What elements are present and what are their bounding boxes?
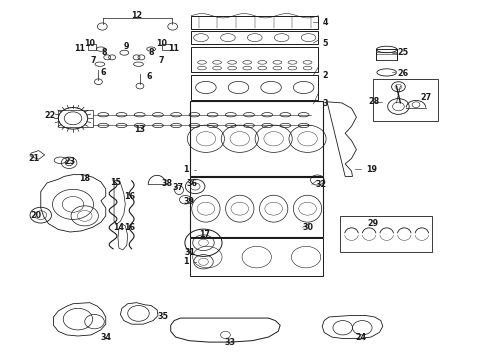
Text: 22: 22 xyxy=(44,111,55,120)
Text: 7: 7 xyxy=(91,57,96,66)
Text: 21: 21 xyxy=(28,154,40,163)
Text: 16: 16 xyxy=(124,223,135,232)
Text: 5: 5 xyxy=(322,39,328,48)
Text: 27: 27 xyxy=(420,93,431,102)
Bar xyxy=(373,78,438,121)
Bar xyxy=(190,177,323,237)
Text: 16: 16 xyxy=(124,192,135,201)
Text: 35: 35 xyxy=(157,312,169,321)
Text: 13: 13 xyxy=(134,125,146,134)
Text: 29: 29 xyxy=(368,219,379,228)
Text: 8: 8 xyxy=(148,48,154,57)
Bar xyxy=(191,16,318,30)
Text: 26: 26 xyxy=(397,69,409,78)
Bar xyxy=(340,216,432,252)
Text: 2: 2 xyxy=(322,71,328,80)
Text: 11: 11 xyxy=(168,44,179,53)
Bar xyxy=(191,46,318,72)
Text: 28: 28 xyxy=(368,97,379,106)
Bar xyxy=(190,101,323,176)
Text: 6: 6 xyxy=(147,72,152,81)
Bar xyxy=(58,110,93,127)
Text: 17: 17 xyxy=(199,230,210,239)
Text: 34: 34 xyxy=(100,333,111,342)
Bar xyxy=(191,75,318,100)
Text: 19: 19 xyxy=(366,165,377,174)
Text: 14: 14 xyxy=(113,223,124,232)
Text: 39: 39 xyxy=(183,197,195,206)
Text: 37: 37 xyxy=(172,183,183,192)
Text: 10: 10 xyxy=(84,39,95,48)
Text: 10: 10 xyxy=(156,39,167,48)
Text: 25: 25 xyxy=(397,48,409,57)
Text: 11: 11 xyxy=(74,44,85,53)
Text: 31: 31 xyxy=(185,248,196,257)
Bar xyxy=(191,31,318,44)
Text: 36: 36 xyxy=(187,179,198,188)
Text: 6: 6 xyxy=(100,68,106,77)
Text: 7: 7 xyxy=(158,57,164,66)
Bar xyxy=(162,44,171,50)
Text: 24: 24 xyxy=(356,333,367,342)
Text: 18: 18 xyxy=(79,174,90,183)
Text: 3: 3 xyxy=(322,99,328,108)
Text: 9: 9 xyxy=(124,42,129,51)
Text: 1: 1 xyxy=(183,257,189,266)
Text: 8: 8 xyxy=(101,48,107,57)
Text: 1: 1 xyxy=(183,166,189,175)
Text: 23: 23 xyxy=(65,157,75,166)
Bar xyxy=(376,49,397,60)
Text: 32: 32 xyxy=(316,180,327,189)
Text: 20: 20 xyxy=(30,211,42,220)
Text: 38: 38 xyxy=(161,179,172,188)
Text: 4: 4 xyxy=(322,18,328,27)
Text: 30: 30 xyxy=(303,223,314,232)
Text: 33: 33 xyxy=(225,338,236,347)
Bar xyxy=(88,44,97,50)
Bar xyxy=(190,238,323,276)
Text: 12: 12 xyxy=(131,11,142,20)
Text: 15: 15 xyxy=(110,178,121,187)
